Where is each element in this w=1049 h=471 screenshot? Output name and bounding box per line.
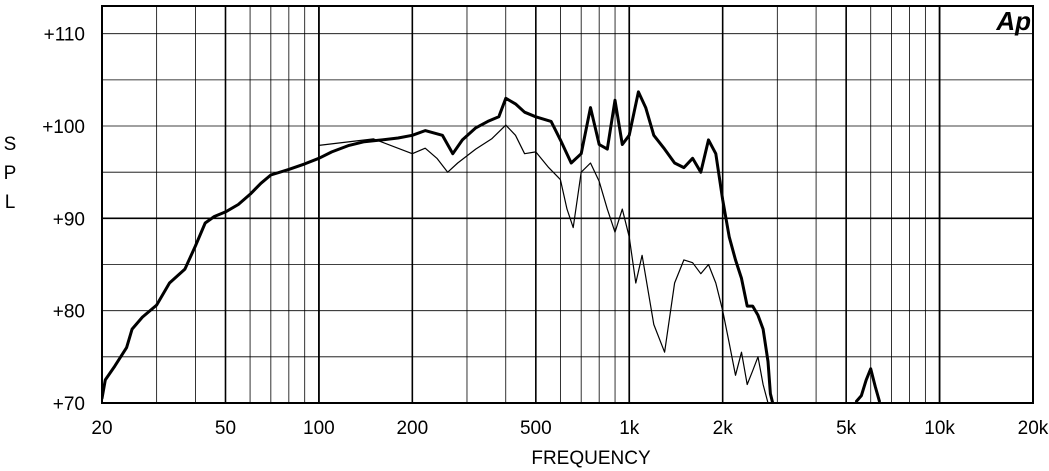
y-tick-label: +90 <box>53 209 85 230</box>
x-axis-title: FREQUENCY <box>531 448 651 469</box>
x-tick-label: 200 <box>396 418 428 439</box>
y-tick-label: +110 <box>44 25 85 46</box>
x-tick-label: 20 <box>91 418 112 439</box>
x-tick-label: 2k <box>713 418 734 439</box>
minor-gridlines <box>102 6 1033 403</box>
major-gridlines <box>102 6 1033 403</box>
x-tick-label: 500 <box>520 418 552 439</box>
x-tick-label: 10k <box>924 418 955 439</box>
x-tick-label: 1k <box>619 418 640 439</box>
series-line-3 <box>855 367 881 403</box>
x-tick-label: 50 <box>215 418 236 439</box>
y-tick-label: +100 <box>42 117 85 138</box>
series-layer <box>102 90 881 403</box>
series-line-1 <box>102 90 775 403</box>
x-tick-label: 20k <box>1018 418 1049 439</box>
plot-frame <box>101 5 1034 404</box>
x-tick-label: 5k <box>836 418 857 439</box>
x-tick-labels: 20 50 100 200 500 1k 2k 5k 10k 20k <box>91 418 1048 439</box>
y-tick-label: +80 <box>53 302 85 323</box>
ap-logo: Ap <box>995 6 1031 36</box>
y-tick-labels: +70 +80 +90 +100 +110 <box>42 25 85 415</box>
y-tick-label: +70 <box>53 394 85 415</box>
x-tick-label: 100 <box>303 418 335 439</box>
series-line-2 <box>318 124 769 403</box>
